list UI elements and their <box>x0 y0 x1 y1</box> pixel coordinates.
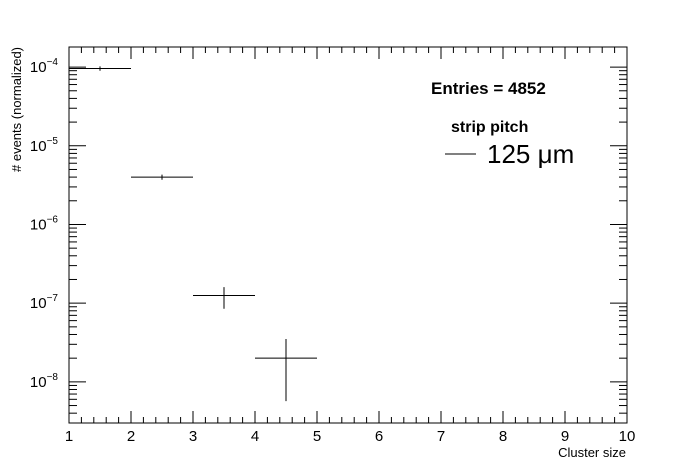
y-tick-label: 10−4 <box>30 57 59 76</box>
data-point <box>131 174 193 180</box>
y-tick-label: 10−6 <box>30 214 59 233</box>
y-tick-label: 10−7 <box>30 293 59 312</box>
x-tick-label: 4 <box>251 428 259 445</box>
x-tick-label: 7 <box>437 428 445 445</box>
x-tick-label: 3 <box>189 428 197 445</box>
y-axis-title: # events (normalized) <box>9 47 24 172</box>
data-point <box>193 287 255 309</box>
data-point <box>69 66 131 71</box>
y-tick-label: 10−5 <box>30 136 59 155</box>
x-tick-label: 2 <box>127 428 135 445</box>
data-point <box>255 339 317 402</box>
x-tick-label: 9 <box>561 428 569 445</box>
legend-header: strip pitch <box>451 119 528 136</box>
x-tick-label: 10 <box>619 428 636 445</box>
x-tick-label: 1 <box>65 428 73 445</box>
x-tick-label: 6 <box>375 428 383 445</box>
data-points <box>69 66 317 402</box>
legend-entry-label: 125 μm <box>487 139 574 169</box>
x-tick-label: 8 <box>499 428 507 445</box>
x-axis-title: Cluster size <box>558 445 626 460</box>
axis-ticks <box>68 47 628 424</box>
x-tick-label: 5 <box>313 428 321 445</box>
entries-stats: Entries = 4852 <box>431 79 546 98</box>
y-tick-label: 10−8 <box>30 372 59 391</box>
plot-frame <box>68 46 628 424</box>
x-tick-labels: 1 2 3 4 5 6 7 8 9 10 <box>65 428 636 445</box>
y-tick-labels: 10−4 10−5 10−6 10−7 10−8 <box>30 57 59 391</box>
